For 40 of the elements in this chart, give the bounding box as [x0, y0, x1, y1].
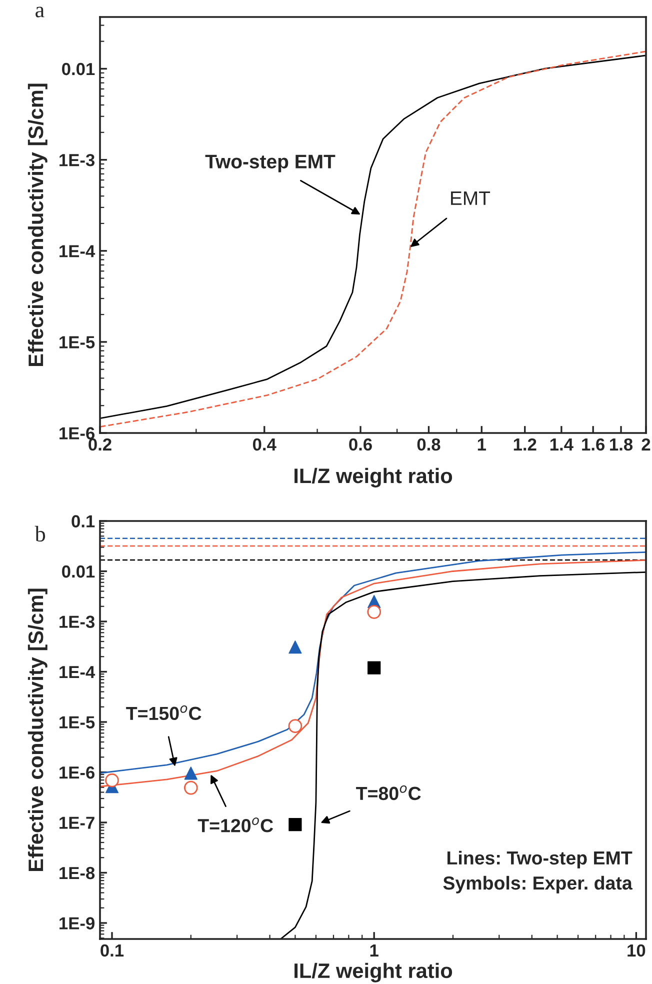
annotation: T=120$^{o}$C [198, 818, 274, 832]
x-axis-title: IL/Z weight ratio [294, 962, 452, 982]
y-tick-label: 1E-6 [60, 766, 95, 779]
x-tick-label: 0.4 [252, 438, 276, 451]
y-tick-label: 1E-4 [60, 666, 96, 678]
y-tick-label: 0.01 [62, 62, 95, 76]
y-tick-label: 1E-9 [60, 917, 94, 930]
x-tick-label: 1.6 [582, 438, 605, 451]
y-tick-label: 1E-7 [60, 816, 94, 829]
x-tick-label: 1 [370, 944, 378, 956]
y-tick-label: 0.01 [62, 565, 95, 578]
chart-title: b [34, 526, 46, 542]
chart-title: a [36, 6, 44, 18]
y-tick-label: 0.1 [72, 515, 95, 528]
x-tick-label: 0.2 [88, 438, 112, 451]
x-tick-label: 0.8 [417, 438, 440, 451]
y-tick-label: 1E-4 [60, 245, 96, 258]
x-tick-label: 0.1 [100, 944, 124, 957]
x-tick-label: 10 [628, 944, 646, 957]
annotation: Lines: Two-step EMT [448, 850, 632, 868]
y-tick-label: 1E-3 [60, 616, 95, 628]
x-tick-label: 1.8 [610, 438, 633, 451]
y-tick-label: 1E-5 [60, 716, 95, 728]
annotation: T=150$^{o}$C [126, 705, 202, 720]
y-tick-label: 1E-5 [60, 336, 95, 348]
y-tick-label: 1E-3 [60, 154, 95, 166]
y-tick-label: 1E-8 [60, 866, 95, 880]
annotation: T=80$^{o}$C [356, 785, 421, 800]
x-tick-label: 1 [478, 438, 486, 450]
x-tick-label: 1.4 [550, 438, 574, 450]
annotation: Symbols: Exper. data [443, 876, 632, 894]
annotation: EMT [451, 192, 490, 205]
x-tick-label: 1.2 [514, 438, 536, 450]
x-axis-title: IL/Z weight ratio [294, 468, 452, 488]
x-tick-label: 2 [642, 438, 650, 450]
x-tick-label: 0.6 [349, 438, 372, 451]
y-tick-label: 1E-6 [60, 427, 95, 440]
y-axis-title: Effective conductivity [S/cm] [28, 588, 48, 871]
y-axis-title: Effective conductivity [S/cm] [28, 84, 48, 366]
annotation: Two-step EMT [205, 154, 336, 172]
